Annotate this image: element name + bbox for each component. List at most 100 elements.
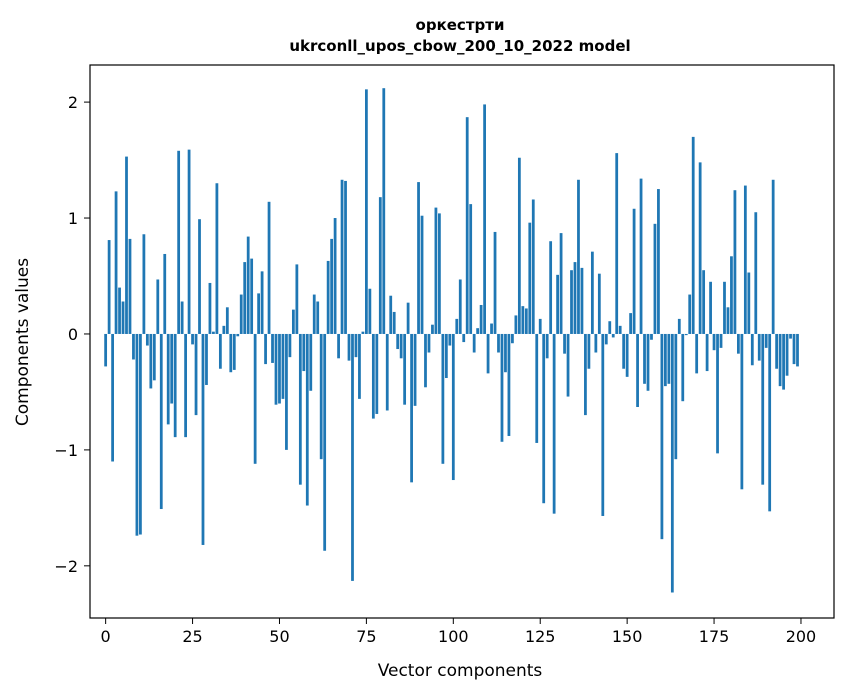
bar-185	[747, 272, 751, 334]
bar-163	[670, 333, 674, 593]
bar-124	[535, 333, 539, 443]
y-tick-label: 1	[68, 209, 78, 228]
bar-15	[156, 279, 160, 334]
bar-129	[552, 333, 556, 514]
bar-79	[378, 197, 382, 334]
bar-157	[650, 333, 653, 340]
bar-58	[305, 333, 309, 506]
bar-55	[295, 264, 299, 334]
bar-91	[420, 215, 424, 334]
bar-14	[152, 333, 156, 381]
bar-95	[434, 207, 438, 334]
bar-32	[215, 183, 219, 334]
bar-134	[570, 270, 573, 334]
bar-73	[358, 333, 361, 399]
bar-180	[730, 256, 733, 334]
bar-49	[274, 333, 278, 405]
bar-172	[702, 270, 706, 334]
bar-30	[208, 282, 212, 334]
bar-52	[285, 333, 288, 450]
bar-169	[691, 136, 695, 334]
bar-42	[250, 258, 254, 334]
bar-23	[184, 333, 187, 438]
bar-125	[538, 318, 542, 334]
bar-187	[754, 212, 758, 334]
bar-87	[406, 302, 410, 334]
bar-8	[132, 333, 135, 360]
bar-104	[465, 117, 469, 334]
bar-54	[291, 309, 295, 334]
bar-60	[312, 294, 316, 334]
bar-34	[222, 325, 226, 334]
bar-71	[351, 333, 354, 581]
chart-subtitle: ukrconll_upos_cbow_200_10_2022 model	[289, 37, 630, 55]
bar-105	[469, 204, 473, 334]
bar-192	[771, 179, 775, 334]
bar-56	[298, 333, 302, 485]
bar-48	[271, 333, 274, 363]
bar-144	[604, 333, 608, 345]
bar-142	[597, 273, 601, 334]
bar-102	[458, 279, 462, 334]
bar-5	[121, 301, 125, 334]
bar-83	[392, 311, 396, 334]
bar-186	[750, 333, 754, 366]
bar-35	[225, 307, 229, 334]
bar-189	[761, 333, 765, 485]
bar-97	[441, 333, 445, 464]
bar-29	[205, 333, 208, 385]
bar-188	[757, 333, 761, 361]
bar-116	[507, 333, 511, 436]
bar-182	[737, 333, 740, 354]
bar-88	[410, 333, 413, 483]
bar-115	[504, 333, 507, 373]
bar-161	[663, 333, 667, 387]
bar-67	[337, 333, 340, 359]
bar-38	[236, 333, 240, 337]
bar-160	[660, 333, 664, 540]
bar-25	[191, 333, 194, 345]
bar-24	[187, 149, 191, 334]
bar-178	[723, 281, 726, 334]
bar-12	[145, 333, 149, 346]
bar-41	[246, 236, 250, 334]
bar-9	[135, 333, 139, 536]
bar-137	[580, 267, 584, 334]
bar-40	[243, 262, 247, 334]
bar-4	[118, 287, 121, 334]
bar-171	[698, 162, 702, 334]
bar-139	[587, 333, 591, 369]
bars-group	[104, 88, 799, 593]
bar-64	[326, 260, 330, 334]
bar-138	[584, 333, 587, 416]
bar-127	[545, 333, 549, 359]
bar-123	[531, 199, 535, 334]
bar-10	[139, 333, 142, 535]
bar-16	[159, 333, 163, 510]
bar-143	[601, 333, 605, 516]
bar-150	[625, 333, 629, 377]
bar-74	[361, 331, 365, 334]
bar-136	[577, 179, 580, 334]
bar-101	[455, 318, 459, 334]
bar-133	[566, 333, 570, 397]
bar-66	[333, 218, 337, 334]
bar-190	[764, 333, 768, 348]
bar-77	[371, 333, 375, 419]
bar-184	[743, 185, 747, 334]
bar-154	[639, 178, 643, 334]
bar-63	[323, 333, 327, 551]
x-tick-label: 75	[356, 627, 376, 646]
bar-11	[142, 234, 146, 334]
plot-frame	[89, 64, 835, 619]
bar-120	[521, 306, 525, 334]
bar-94	[431, 324, 434, 334]
bar-75	[365, 89, 368, 334]
bar-86	[403, 333, 407, 405]
bar-159	[657, 189, 660, 334]
bar-112	[493, 231, 497, 334]
bar-50	[278, 333, 281, 404]
bar-20	[173, 333, 177, 438]
bar-81	[385, 333, 389, 411]
